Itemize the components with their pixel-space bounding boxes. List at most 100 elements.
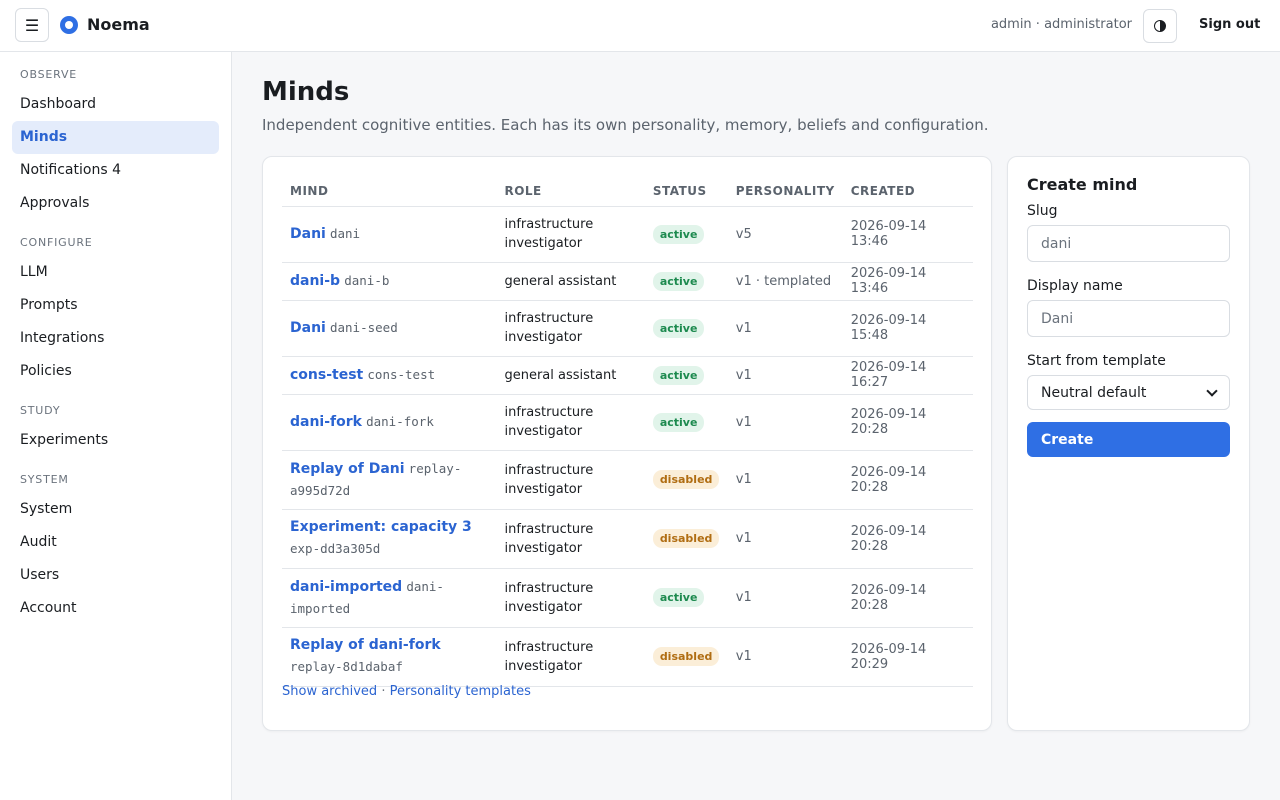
mind-name-link[interactable]: Replay of Dani [290,460,405,477]
table-row[interactable]: Dani dani infrastructure investigator acti… [282,206,973,263]
current-user: admin · administrator [990,17,1132,32]
personality-templates-link[interactable]: Personality templates [389,684,531,699]
created-cell: 2026-09-14 13:46 [842,262,973,301]
mind-name-link[interactable]: dani-b [290,273,341,289]
created-cell: 2026-09-14 20:28 [842,450,973,510]
mind-cell: Dani dani-seed [282,300,497,357]
table-row[interactable]: dani-b dani-b general assistant active v1 ·… [282,262,973,301]
show-archived-link[interactable]: Show archived [282,684,378,699]
sidebar-item-experiments[interactable]: Experiments [20,432,109,448]
sidebar-item-notifications-4[interactable]: Notifications 4 [20,162,121,178]
logo-icon [60,15,78,34]
sidebar-item-approvals[interactable]: Approvals [20,195,90,211]
created-cell: 2026-09-14 16:27 [842,356,973,395]
status-badge: active [652,271,705,291]
personality-cell: v1 [727,356,843,395]
created-cell: 2026-09-14 20:28 [842,394,973,451]
brand[interactable]: Noema [60,15,150,34]
theme-toggle-button[interactable] [1143,9,1177,43]
create-button[interactable]: Create [1027,422,1230,457]
status-badge: active [652,588,705,607]
personality-cell: v1 [727,627,843,687]
slug-input[interactable] [1027,225,1230,262]
mind-name-link[interactable]: dani-fork [290,414,362,430]
created-cell: 2026-09-14 20:29 [842,627,973,687]
template-label: Start from template [1027,353,1166,369]
mind-name-link[interactable]: cons-test [290,367,364,383]
mind-name-link[interactable]: Dani [290,320,326,336]
sidebar-item-llm[interactable]: LLM [20,264,48,280]
created-cell: 2026-09-14 20:28 [842,568,973,628]
nav-heading: CONFIGURE [20,236,93,249]
table-row[interactable]: dani-imported dani-imported infrastructur… [282,568,973,628]
personality-cell: v5 [727,206,843,263]
status-cell: active [644,300,728,357]
display-name-input[interactable] [1027,300,1230,337]
table-row[interactable]: Experiment: capacity 3 exp-dd3a305d infra… [282,509,973,569]
mind-cell: Replay of dani-fork replay-8d1dabaf [282,627,497,687]
created-cell: 2026-09-14 15:48 [842,300,973,357]
sidebar-item-audit[interactable]: Audit [20,534,57,550]
role-cell: infrastructure investigator [496,568,645,628]
sidebar-item-integrations[interactable]: Integrations [20,330,105,346]
role-cell: infrastructure investigator [496,206,645,263]
personality-cell: v1 [727,300,843,357]
menu-toggle-button[interactable]: ☰ [15,8,49,42]
nav-group-observe: OBSERVE Dashboard Minds Notifications 4 Appr… [0,66,231,220]
sidebar-item-system[interactable]: System [20,501,73,517]
table-row[interactable]: Replay of Dani replay-a995d72d infrastruc… [282,450,973,510]
mind-slug: dani [329,226,361,241]
sidebar-item-account[interactable]: Account [20,600,77,616]
nav-group-system: SYSTEM System Audit Users Account [0,471,231,625]
role-cell: infrastructure investigator [496,450,645,510]
footer-separator: · [381,684,386,699]
mind-name-link[interactable]: Experiment: capacity 3 [290,519,472,535]
app-name: Noema [87,15,150,34]
table-row[interactable]: Dani dani-seed infrastructure investigato… [282,300,973,357]
mind-slug: dani-imported [290,578,444,616]
create-mind-title: Create mind [1027,175,1138,194]
sidebar-item-dashboard[interactable]: Dashboard [20,96,96,112]
page-subtitle: Independent cognitive entities. Each has… [262,116,989,134]
main-content: Minds Independent cognitive entities. Ea… [232,52,1280,800]
chevron-down-icon [1206,384,1218,397]
mind-cell: dani-imported dani-imported [282,568,497,628]
status-cell: disabled [644,450,728,510]
create-mind-card: Create mind Slug Display name Start from… [1007,156,1250,731]
table-row[interactable]: cons-test cons-test general assistant acti… [282,356,973,395]
status-cell: active [644,568,728,628]
table-row[interactable]: dani-fork dani-fork infrastructure invest… [282,394,973,451]
role-cell: infrastructure investigator [496,394,645,451]
display-name-label: Display name [1027,278,1123,294]
mind-name-link[interactable]: Dani [290,226,326,242]
mind-cell: Experiment: capacity 3 exp-dd3a305d [282,509,497,569]
template-select[interactable]: Neutral default [1027,375,1230,410]
sidebar-item-users[interactable]: Users [20,567,60,583]
minds-table-card: MIND ROLE STATUS PERSONALITY CREATED Dani da… [262,156,992,731]
status-badge: active [652,365,705,385]
sidebar-item-prompts[interactable]: Prompts [20,297,78,313]
mind-slug: replay-a995d72d [290,460,462,498]
nav-heading: SYSTEM [20,473,69,486]
sign-out-button[interactable]: Sign out [1199,17,1261,32]
column-header-status: STATUS [644,173,728,207]
minds-table: MIND ROLE STATUS PERSONALITY CREATED Dani da… [282,173,973,687]
status-badge: active [652,224,705,244]
mind-slug: dani-b [344,273,390,288]
mind-slug: dani-seed [329,320,398,335]
sidebar-item-minds[interactable]: Minds [12,121,219,154]
page-title: Minds [262,77,350,107]
status-cell: disabled [644,509,728,569]
table-header-row: MIND ROLE STATUS PERSONALITY CREATED [282,173,973,207]
created-cell: 2026-09-14 13:46 [842,206,973,263]
mind-cell: Replay of Dani replay-a995d72d [282,450,497,510]
sidebar-item-policies[interactable]: Policies [20,363,72,379]
mind-name-link[interactable]: dani-imported [290,578,403,595]
personality-cell: v1 [727,509,843,569]
mind-slug: dani-fork [366,414,434,429]
table-row[interactable]: Replay of dani-fork replay-8d1dabaf infra… [282,627,973,687]
mind-name-link[interactable]: Replay of dani-fork [290,637,441,653]
mind-cell: cons-test cons-test [282,356,497,395]
status-cell: active [644,262,728,301]
column-header-mind: MIND [282,173,497,207]
